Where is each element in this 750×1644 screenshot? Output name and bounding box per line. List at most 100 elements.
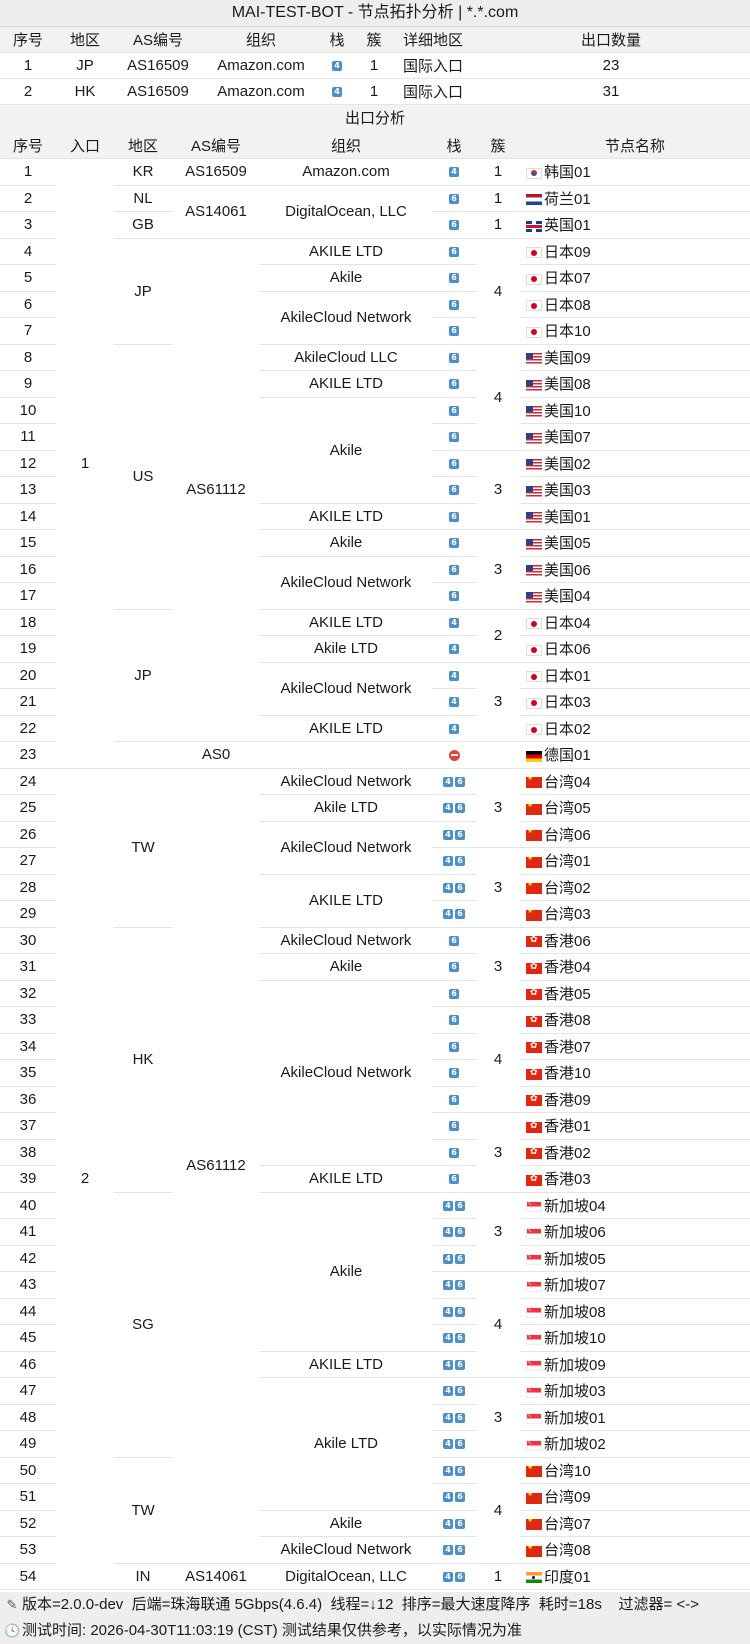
exit-node-name: 荷兰01 — [520, 185, 750, 212]
exit-stack: 6 — [432, 556, 476, 583]
exit-no: 33 — [0, 1006, 56, 1034]
flag-hk-icon — [526, 936, 542, 948]
exit-node-name: 台湾01 — [520, 847, 750, 875]
node-name-text: 新加坡07 — [544, 1277, 606, 1295]
node-name-text: 美国03 — [544, 482, 591, 500]
exit-cluster: 3 — [476, 927, 520, 1007]
entry-table: 序号 地区 AS编号 组织 栈 簇 详细地区 出口数量 1 JP AS16509 Am… — [0, 27, 750, 105]
exit-cluster: 3 — [476, 1377, 520, 1458]
exit-node-name: 新加坡04 — [520, 1192, 750, 1219]
flag-cn-icon — [526, 830, 542, 842]
ipv4-badge: 4 — [443, 1253, 453, 1264]
entry-stack: 4 — [320, 78, 354, 105]
exit-stack: 6 — [432, 185, 476, 212]
window-title: MAI-TEST-BOT - 节点拓扑分析 | *.*.com — [0, 0, 750, 27]
col-header-asn: AS编号 — [172, 132, 260, 159]
exit-node-name: 台湾04 — [520, 768, 750, 795]
ipv6-badge: 6 — [449, 273, 459, 284]
node-name-text: 美国09 — [544, 349, 591, 367]
exit-no: 32 — [0, 980, 56, 1007]
exit-cluster: 3 — [476, 529, 520, 610]
exit-entry: 2 — [56, 768, 114, 1590]
ipv6-badge: 6 — [449, 246, 459, 257]
flag-hk-icon — [526, 1015, 542, 1027]
flag-hk-icon — [526, 1095, 542, 1107]
flag-sg-icon — [526, 1280, 542, 1292]
col-header-stack: 栈 — [432, 132, 476, 159]
ipv6-badge: 6 — [455, 1359, 465, 1370]
node-name-text: 香港07 — [544, 1038, 591, 1056]
exit-row: 4 JP AS61112 AKILE LTD 6 4 日本09 — [0, 238, 750, 742]
exit-org: AKILE LTD — [260, 370, 432, 398]
exit-org: Akile — [260, 1510, 432, 1537]
exit-node-name: 日本04 — [520, 609, 750, 636]
exit-section-title: 出口分析 — [0, 105, 750, 132]
exit-entry: 1 — [56, 158, 114, 769]
col-header-cluster: 簇 — [476, 132, 520, 159]
exit-no: 23 — [0, 741, 56, 769]
exit-node-name: 新加坡08 — [520, 1298, 750, 1325]
node-name-text: 台湾09 — [544, 1489, 591, 1507]
entry-region: HK — [56, 78, 114, 105]
exit-node-name: 日本01 — [520, 662, 750, 689]
exit-no: 35 — [0, 1059, 56, 1087]
exit-no: 5 — [0, 264, 56, 292]
exit-org: Akile — [260, 529, 432, 557]
ipv4-badge: 4 — [443, 1518, 453, 1529]
col-header-stack: 栈 — [320, 27, 354, 53]
exit-row: 42 46 新加坡05 — [0, 1245, 750, 1272]
ipv6-badge: 6 — [449, 405, 459, 416]
exit-no: 3 — [0, 211, 56, 239]
exit-node-name: 台湾08 — [520, 1536, 750, 1564]
ipv6-badge: 6 — [449, 511, 459, 522]
exit-node-name: 日本08 — [520, 291, 750, 318]
exit-region: GB — [114, 211, 172, 239]
exit-no: 10 — [0, 397, 56, 424]
node-name-text: 台湾06 — [544, 826, 591, 844]
exit-row: 32 AkileCloud Network 6 香港05 — [0, 980, 750, 1166]
flag-nl-icon — [526, 194, 542, 206]
exit-org: AKILE LTD — [260, 715, 432, 742]
exit-node-name: 新加坡03 — [520, 1377, 750, 1405]
exit-node-name: 台湾09 — [520, 1483, 750, 1511]
exit-node-name: 台湾06 — [520, 821, 750, 848]
exit-row: 18 JP AKILE LTD 4 2 日本04 — [0, 609, 750, 742]
exit-node-name: 德国01 — [520, 741, 750, 769]
exit-no: 28 — [0, 874, 56, 901]
ipv4-badge: 4 — [443, 1306, 453, 1317]
exit-region: JP — [114, 609, 172, 742]
ipv4-badge: 4 — [443, 1333, 453, 1344]
col-header-no: 序号 — [0, 27, 56, 53]
exit-stack: 6 — [432, 1165, 476, 1193]
node-name-text: 美国06 — [544, 561, 591, 579]
ipv6-badge: 6 — [449, 1015, 459, 1026]
exit-no: 42 — [0, 1245, 56, 1272]
exit-cluster: 3 — [476, 1192, 520, 1272]
exit-row: 14 AKILE LTD 6 美国01 — [0, 503, 750, 530]
flag-cn-icon — [526, 777, 542, 789]
ipv6-badge: 6 — [455, 1492, 465, 1503]
exit-node-name: 香港03 — [520, 1165, 750, 1193]
exit-header-row: 序号 入口 地区 AS编号 组织 栈 簇 节点名称 — [0, 132, 750, 159]
exit-node-name: 美国05 — [520, 529, 750, 557]
exit-no: 39 — [0, 1165, 56, 1193]
exit-row: 54 IN AS14061 DigitalOcean, LLC 4 6 1 印度01 — [0, 1563, 750, 1590]
exit-no: 31 — [0, 953, 56, 981]
exit-row: 52Akile46台湾07 — [0, 1510, 750, 1537]
exit-no: 24 — [0, 768, 56, 795]
exit-row: 41 46 新加坡06 — [0, 1218, 750, 1246]
node-name-text: 香港06 — [544, 932, 591, 950]
exit-no: 47 — [0, 1377, 56, 1405]
ipv6-badge: 6 — [449, 591, 459, 602]
flag-hk-icon — [526, 962, 542, 974]
exit-node-name: 香港02 — [520, 1139, 750, 1166]
entry-header-row: 序号 地区 AS编号 组织 栈 簇 详细地区 出口数量 — [0, 27, 750, 53]
node-name-text: 新加坡04 — [544, 1197, 606, 1215]
flag-cn-icon — [526, 1492, 542, 1504]
ipv4-badge: 4 — [443, 882, 453, 893]
